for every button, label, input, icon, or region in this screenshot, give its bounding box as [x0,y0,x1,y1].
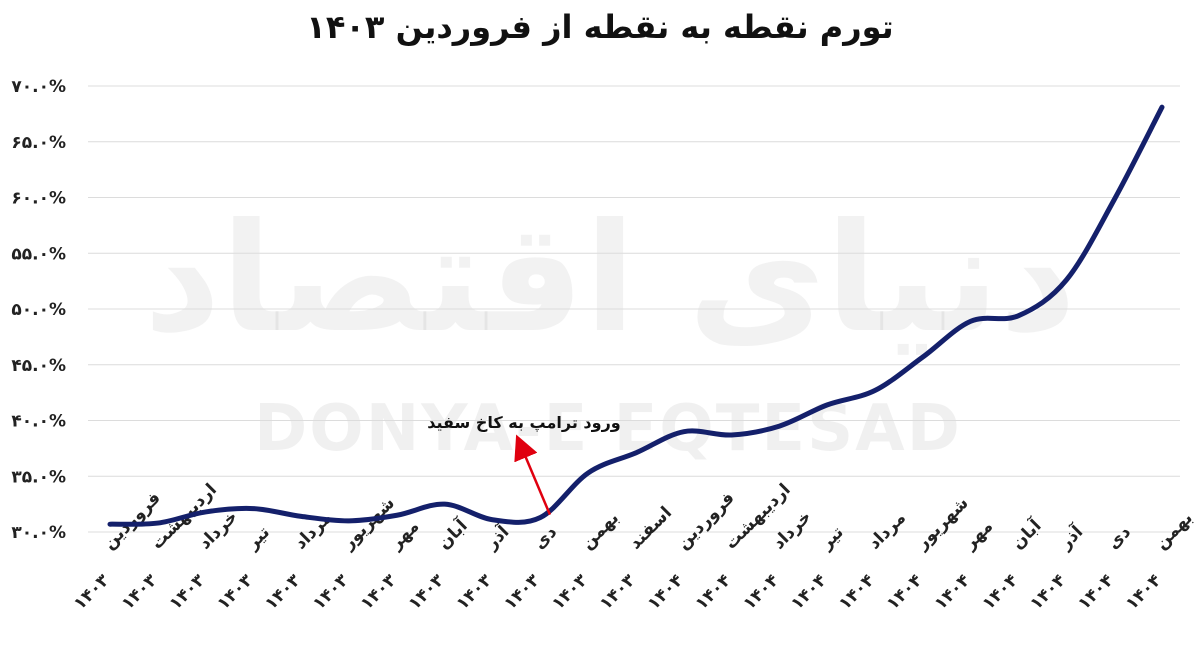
x-tick-month: مرداد [864,508,910,554]
data-point [1018,315,1019,316]
y-tick-label: ۵۰.۰% [11,300,66,320]
x-tick-year: ۱۴۰۳ [596,570,640,614]
data-point [396,515,397,516]
x-tick-month: تیر [816,522,848,554]
y-tick-label: ۴۰.۰% [11,412,66,432]
y-tick-label: ۳۰.۰% [11,523,66,543]
x-tick-year: ۱۴۰۳ [166,570,210,614]
x-tick-month: آذر [480,520,514,554]
y-tick-label: ۵۵.۰% [11,244,66,264]
series [107,104,1165,527]
data-point [349,520,350,521]
x-tick-month: شهریور [912,493,973,554]
data-point [205,511,206,512]
x-tick-year: ۱۴۰۳ [118,570,162,614]
data-point [683,431,684,432]
x-tick-year: ۱۴۰۴ [1074,571,1117,614]
x-tick-year: ۱۴۰۴ [1026,571,1069,614]
chart-title: تورم نقطه به نقطه از فروردین ۱۴۰۳ [306,8,894,46]
series-line [107,104,1165,527]
x-tick-year: ۱۴۰۴ [931,571,974,614]
x-tick-year: ۱۴۰۴ [739,571,782,614]
y-tick-label: ۶۵.۰% [11,133,66,153]
x-tick-month: آبان [433,514,473,554]
x-tick-year: ۱۴۰۳ [405,570,449,614]
x-tick-month: مهر [959,517,997,555]
x-tick-month: مهر [386,517,424,555]
data-point [157,523,158,524]
y-tick-label: ۳۵.۰% [11,467,66,487]
x-tick-year: ۱۴۰۴ [692,571,735,614]
data-point [779,426,780,427]
x-tick-month: شهریور [338,493,399,554]
data-point [1162,107,1163,108]
x-axis-ticks: فروردین۱۴۰۳اردیبهشت۱۴۰۳خرداد۱۴۰۳تیر۱۴۰۳م… [70,480,1197,614]
x-tick-month: آبان [1007,514,1047,554]
data-point [301,516,302,517]
data-point [492,519,493,520]
x-tick-month: خرداد [769,507,816,554]
y-tick-label: ۴۵.۰% [11,356,66,376]
data-point [970,321,971,322]
x-tick-year: ۱۴۰۳ [309,570,353,614]
watermark-latin: DONYA-E EQTESAD [254,392,962,466]
x-tick-year: ۱۴۰۴ [644,571,687,614]
data-point [110,524,111,525]
data-point [636,452,637,453]
data-point [1114,199,1115,200]
x-tick-month: آذر [1054,520,1088,554]
data-point [827,404,828,405]
x-tick-month: بهمن [1151,508,1196,553]
x-tick-year: ۱۴۰۴ [979,571,1022,614]
grid [88,85,1180,533]
y-axis-ticks: ۳۰.۰% ۳۵.۰% ۴۰.۰% ۴۵.۰% ۵۰.۰% ۵۵.۰% ۶۰.۰% ۶۵.۰%… [11,77,66,543]
x-tick-year: ۱۴۰۴ [787,571,830,614]
watermark-persian: دنیای اقتصاد [144,192,1077,366]
data-point [253,508,254,509]
data-point [444,504,445,505]
x-tick-month: دی [1104,522,1136,554]
data-point [875,390,876,391]
watermark: دنیای اقتصاد DONYA-E EQTESAD [144,192,1077,466]
x-tick-year: ۱۴۰۳ [357,570,401,614]
x-tick-label: شهریور ۱۴۰۴ [883,493,973,614]
annotation-arrow [514,434,552,516]
x-tick-year: ۱۴۰۳ [261,570,305,614]
annotation-label: ورود ترامپ به کاخ سفید [427,413,620,433]
x-tick-month: دی [530,522,562,554]
x-tick-year: ۱۴۰۳ [213,570,257,614]
data-point [588,472,589,473]
x-tick-year: ۱۴۰۴ [883,571,926,614]
x-tick-label: شهریور ۱۴۰۳ [309,493,399,614]
x-tick-year: ۱۴۰۳ [548,570,592,614]
x-tick-year: ۱۴۰۳ [500,570,544,614]
x-tick-year: ۱۴۰۴ [1122,571,1165,614]
data-point [922,356,923,357]
x-tick-year: ۱۴۰۳ [70,570,114,614]
annotations: ورود ترامپ به کاخ سفید [427,413,621,516]
x-tick-month: بهمن [578,508,623,553]
data-point [540,517,541,518]
x-tick-month: تیر [242,522,274,554]
x-tick-year: ۱۴۰۴ [835,571,878,614]
y-tick-label: ۶۰.۰% [11,189,66,209]
data-point [1066,280,1067,281]
x-tick-month: اسفند [625,503,676,554]
y-tick-label: ۷۰.۰% [11,77,66,97]
data-point [731,434,732,435]
x-tick-year: ۱۴۰۳ [453,570,497,614]
